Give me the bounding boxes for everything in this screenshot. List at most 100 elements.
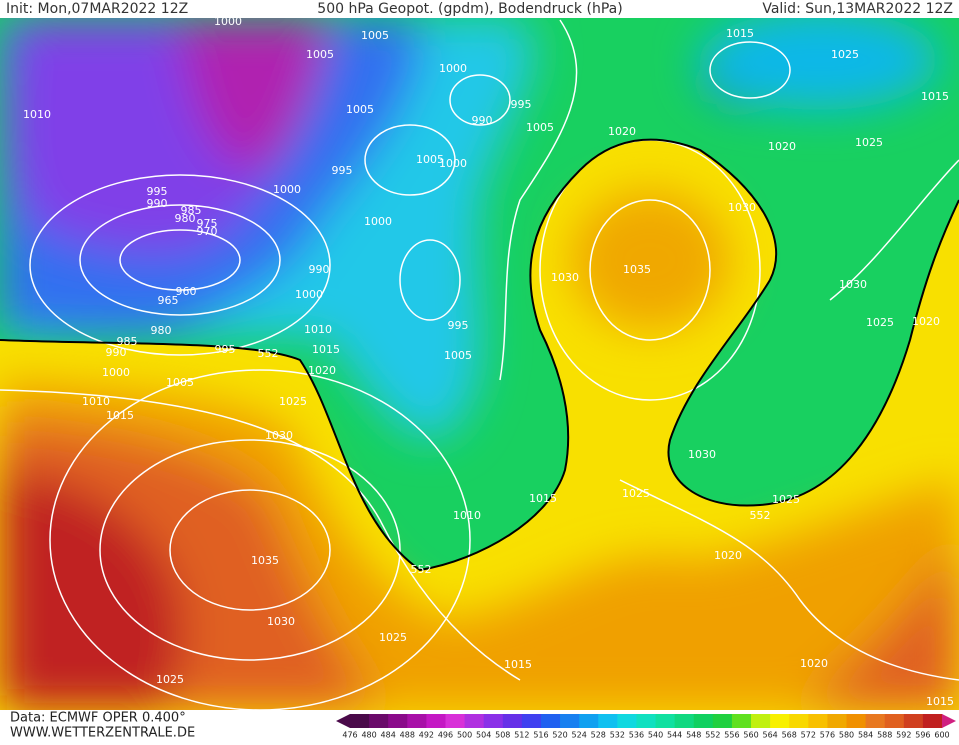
- colorbar-cell: [483, 714, 504, 728]
- colorbar-tick-label: 500: [457, 731, 472, 740]
- isobar-label: 1025: [831, 48, 859, 61]
- colorbar-cell: [712, 714, 733, 728]
- isobar-label: 980: [175, 212, 196, 225]
- site-name: WWW.WETTERZENTRALE.DE: [10, 726, 195, 741]
- isobar-label: 1030: [265, 429, 293, 442]
- colorbar-cell: [636, 714, 657, 728]
- isobar-label: 552: [750, 509, 771, 522]
- isobar-label: 985: [117, 335, 138, 348]
- isobar-label: 1025: [156, 673, 184, 686]
- colorbar-cell: [770, 714, 790, 728]
- isobar-label: 1005: [306, 48, 334, 61]
- colorbar-tick-label: 508: [495, 731, 510, 740]
- colorbar-cell: [426, 714, 446, 728]
- colorbar-cell: [579, 714, 599, 728]
- colorbar-tick-label: 528: [591, 731, 606, 740]
- colorbar-cell: [846, 714, 867, 728]
- isobar-label: 1010: [82, 395, 110, 408]
- isobar-label: 1015: [504, 658, 532, 671]
- isobar-label: 1020: [714, 549, 742, 562]
- colorbar-tick-label: 552: [705, 731, 720, 740]
- colorbar-cell: [388, 714, 408, 728]
- colorbar-tick-label: 532: [610, 731, 625, 740]
- isobar-label: 990: [147, 197, 168, 210]
- isobar-label: 1025: [622, 487, 650, 500]
- colorbar-cell: [407, 714, 427, 728]
- colorbar-tick-label: 576: [820, 731, 835, 740]
- isobar-label: 1000: [364, 215, 392, 228]
- isobar-label: 1030: [688, 448, 716, 461]
- map-title: 500 hPa Geopot. (gpdm), Bodendruck (hPa): [317, 1, 622, 17]
- colorbar-cell: [560, 714, 580, 728]
- isobar-label: 1025: [379, 631, 407, 644]
- isobar-label: 965: [158, 294, 179, 307]
- isobar-label: 985: [181, 204, 202, 217]
- colorbar-cell: [617, 714, 637, 728]
- isobars: [0, 19, 959, 710]
- isobar-label: 1035: [623, 263, 651, 276]
- colorbar-tick-label: 568: [782, 731, 797, 740]
- colorbar-cell: [884, 714, 905, 728]
- colorbar-cell: [865, 714, 886, 728]
- isobar-label: 1000: [439, 62, 467, 75]
- isobar-label: 1020: [308, 364, 336, 377]
- isobar-label: 1015: [312, 343, 340, 356]
- isobar-label: 1020: [608, 125, 636, 138]
- data-source: Data: ECMWF OPER 0.400°: [10, 711, 186, 726]
- isobar-label: 995: [332, 164, 353, 177]
- colorbar-tick-label: 600: [934, 731, 949, 740]
- colorbar: 476 480 484 488 492 496 500 504 508 512 516 520 524 5…: [336, 714, 956, 740]
- colorbar-tick-label: 572: [801, 731, 816, 740]
- colorbar-cell: [751, 714, 771, 728]
- isobar-label: 1000: [295, 288, 323, 301]
- isobar-label: 1015: [106, 409, 134, 422]
- colorbar-tick-label: 584: [858, 731, 873, 740]
- isobar-label: 1000: [273, 183, 301, 196]
- isobar-label: 1005: [444, 349, 472, 362]
- colorbar-tick-label: 496: [438, 731, 453, 740]
- colorbar-tick-label: 544: [667, 731, 682, 740]
- isobar-label: 1000: [439, 157, 467, 170]
- isobar-label: 1010: [23, 108, 51, 121]
- isobar-label: 552: [258, 347, 279, 360]
- isobar-label: 1025: [855, 136, 883, 149]
- isobar-label: 1015: [926, 695, 954, 708]
- colorbar-tick-label: 480: [361, 731, 376, 740]
- colorbar-tick-label: 520: [552, 731, 567, 740]
- colorbar-cell: [903, 714, 924, 728]
- colorbar-arrow-low: [336, 714, 350, 728]
- isobar-label: 1030: [551, 271, 579, 284]
- colorbar-cell: [655, 714, 676, 728]
- colorbar-cell: [693, 714, 714, 728]
- isobar-label: 1005: [361, 29, 389, 42]
- isobar-label: 552: [411, 563, 432, 576]
- isobar-label: 990: [309, 263, 330, 276]
- colorbar-cell: [502, 714, 523, 728]
- colorbar-cell: [827, 714, 848, 728]
- colorbar-cell: [731, 714, 752, 728]
- isobar-label: 1020: [912, 315, 940, 328]
- colorbar-cell: [445, 714, 466, 728]
- colorbar-tick-label: 580: [839, 731, 854, 740]
- colorbar-cell: [598, 714, 618, 728]
- isobar-label: 990: [472, 114, 493, 127]
- isobar-label: 1015: [726, 27, 754, 40]
- init-time: Init: Mon,07MAR2022 12Z: [6, 1, 188, 17]
- isobar-label: 1025: [866, 316, 894, 329]
- colorbar-cell: [521, 714, 542, 728]
- isobar-label: 1030: [839, 278, 867, 291]
- valid-time: Valid: Sun,13MAR2022 12Z: [762, 1, 953, 17]
- isobar-label: 1005: [346, 103, 374, 116]
- isobar-label: 995: [511, 98, 532, 111]
- isobar-label: 995: [147, 185, 168, 198]
- colorbar-cell: [350, 714, 370, 728]
- isobar-label: 980: [151, 324, 172, 337]
- colorbar-cell: [789, 714, 809, 728]
- isobar-label: 1015: [529, 492, 557, 505]
- colorbar-cell: [464, 714, 485, 728]
- colorbar-cell: [540, 714, 561, 728]
- isobar-label: 1005: [166, 376, 194, 389]
- isobar-label: 960: [176, 285, 197, 298]
- isobar-label: 1000: [214, 15, 242, 28]
